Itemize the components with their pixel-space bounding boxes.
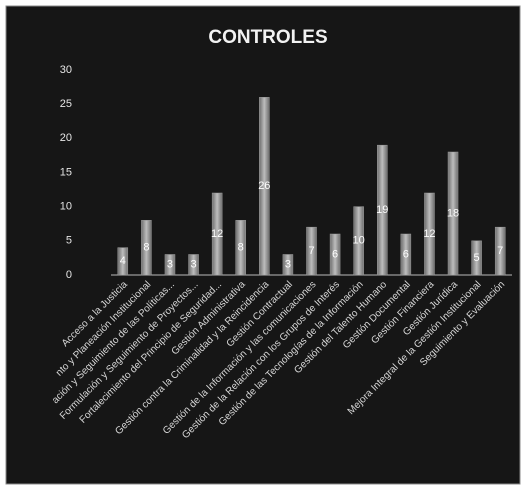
bar bbox=[117, 247, 129, 276]
bar bbox=[400, 233, 412, 276]
data-label: 3 bbox=[285, 259, 291, 271]
bar bbox=[424, 192, 435, 276]
data-label: 7 bbox=[308, 245, 314, 257]
data-label: 4 bbox=[120, 255, 126, 267]
bar bbox=[235, 220, 246, 276]
y-tick-label: 30 bbox=[60, 64, 72, 76]
bar bbox=[306, 226, 317, 276]
bar bbox=[164, 254, 176, 276]
data-label: 6 bbox=[403, 248, 409, 260]
chart-title: CONTROLES bbox=[208, 27, 327, 48]
data-label: 6 bbox=[332, 248, 338, 260]
data-label: 7 bbox=[497, 245, 503, 257]
data-label: 5 bbox=[474, 252, 480, 264]
data-label: 19 bbox=[376, 204, 388, 216]
data-label: 8 bbox=[143, 242, 149, 254]
data-label: 18 bbox=[447, 207, 459, 219]
bar bbox=[377, 144, 388, 276]
data-label: 12 bbox=[423, 228, 435, 240]
data-label: 10 bbox=[353, 235, 365, 247]
data-label: 8 bbox=[238, 242, 244, 254]
bar bbox=[259, 97, 270, 276]
data-label: 26 bbox=[258, 180, 270, 192]
bar bbox=[211, 192, 223, 276]
bar bbox=[471, 240, 482, 276]
y-tick-label: 0 bbox=[66, 269, 72, 281]
bar bbox=[447, 151, 459, 276]
bar bbox=[494, 226, 506, 276]
bar bbox=[141, 220, 152, 276]
y-tick-label: 5 bbox=[66, 235, 72, 247]
bar bbox=[282, 254, 294, 276]
data-label: 3 bbox=[190, 259, 196, 271]
y-tick-label: 20 bbox=[60, 132, 72, 144]
y-tick-label: 10 bbox=[60, 201, 72, 213]
data-label: 12 bbox=[211, 228, 223, 240]
y-tick-label: 15 bbox=[60, 166, 72, 178]
bar bbox=[188, 254, 199, 276]
data-label: 3 bbox=[167, 259, 173, 271]
bar bbox=[353, 206, 364, 276]
bar bbox=[329, 233, 341, 276]
y-tick-label: 25 bbox=[60, 98, 72, 110]
